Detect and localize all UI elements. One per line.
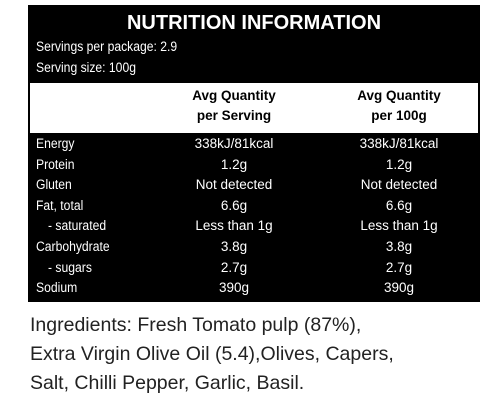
cell: 3.8g	[220, 239, 248, 254]
row-label: - sugars	[48, 259, 92, 275]
cell: 390g	[383, 280, 415, 296]
column-title: Avg Quantity	[192, 88, 276, 103]
cell: Less than 1g	[360, 218, 438, 234]
row-label: Protein	[36, 156, 75, 172]
cell: 1.2g	[220, 156, 248, 172]
column-title: per 100g	[371, 108, 427, 123]
ingredients-line: Extra Virgin Olive Oil (5.4),Olives, Cap…	[30, 343, 394, 365]
nutrition-panel: NUTRITION INFORMATION Servings per packa…	[28, 5, 480, 302]
column-title: per Serving	[196, 108, 272, 123]
ingredients-line: Salt, Chilli Pepper, Garlic, Basil.	[30, 372, 305, 394]
row-label: Fat, total	[36, 197, 84, 213]
title: NUTRITION INFORMATION	[126, 12, 382, 34]
cell: 338kJ/81kcal	[359, 136, 439, 151]
cell: Not detected	[360, 177, 438, 193]
cell: Less than 1g	[195, 218, 273, 234]
row-label: Gluten	[36, 177, 72, 193]
serving-size: Serving size: 100g	[36, 60, 136, 75]
ingredients-line: Ingredients: Fresh Tomato pulp (87%),	[30, 314, 362, 336]
row-label: - saturated	[48, 218, 107, 234]
cell: 3.8g	[385, 239, 413, 254]
cell: 2.7g	[385, 259, 413, 275]
cell: 6.6g	[220, 197, 248, 213]
row-label: Sodium	[36, 280, 78, 296]
cell: 2.7g	[220, 259, 248, 275]
cell: 6.6g	[385, 197, 413, 213]
row-label: Energy	[36, 136, 75, 151]
column-header: Avg Quantity per Serving Avg Quantity per 1…	[30, 83, 478, 133]
servings: Servings per package: 2.9	[36, 39, 178, 54]
cell: Not detected	[195, 177, 273, 193]
row-label: Carbohydrate	[36, 239, 110, 254]
cell: 1.2g	[385, 156, 413, 172]
cell: 338kJ/81kcal	[194, 136, 274, 151]
column-title: Avg Quantity	[357, 88, 441, 103]
cell: 390g	[218, 280, 250, 296]
